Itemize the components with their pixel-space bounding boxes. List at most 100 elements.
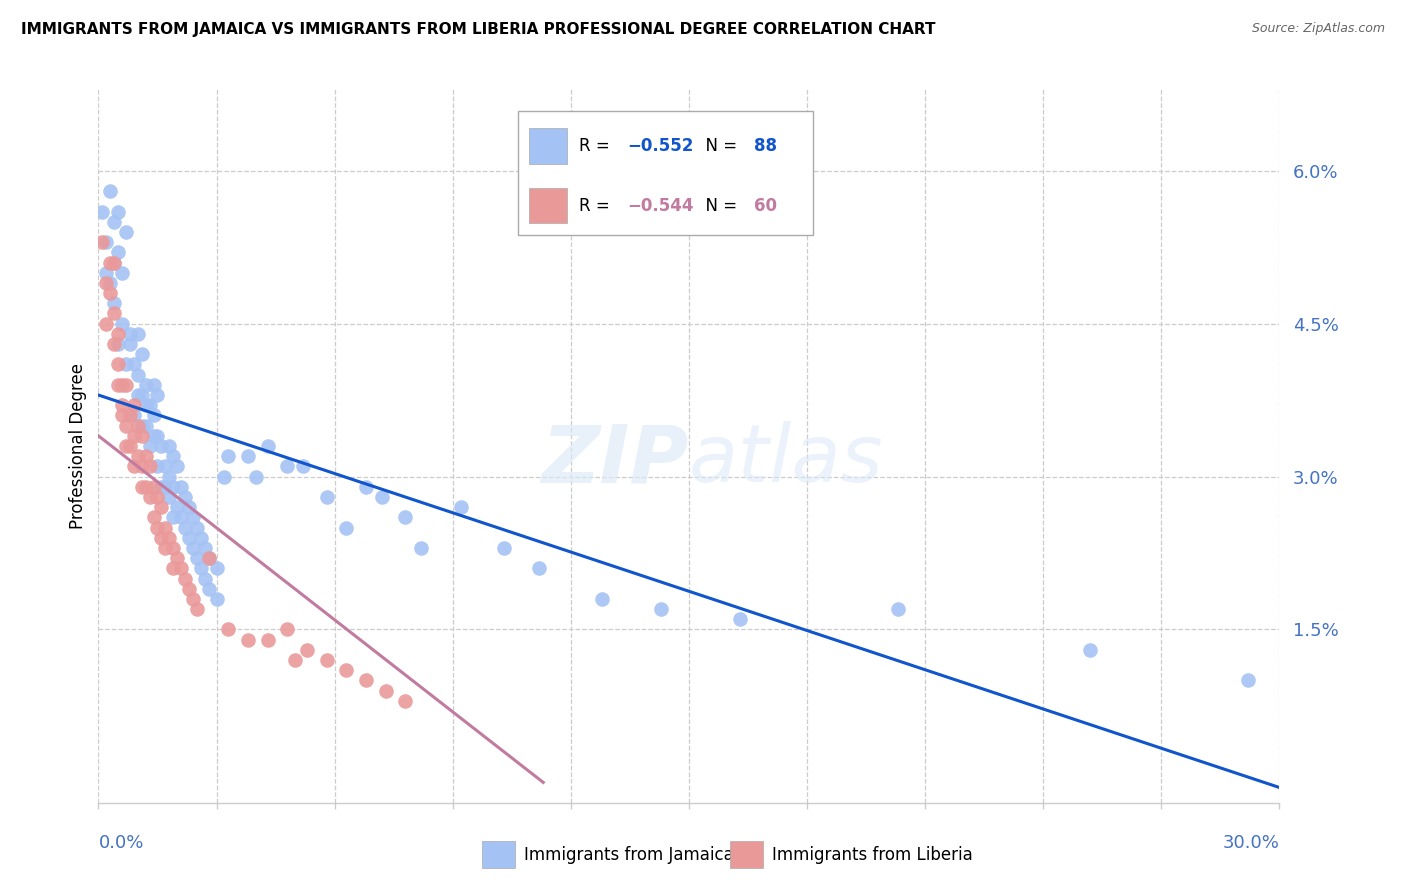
Text: −0.552: −0.552 xyxy=(627,137,695,155)
Point xyxy=(146,520,169,534)
Point xyxy=(146,388,169,402)
Point xyxy=(315,490,337,504)
Point xyxy=(135,398,157,412)
Point xyxy=(181,591,204,606)
FancyBboxPatch shape xyxy=(517,111,813,235)
Text: R =: R = xyxy=(579,137,614,155)
FancyBboxPatch shape xyxy=(530,128,567,164)
Point xyxy=(150,439,173,453)
Point xyxy=(194,572,217,586)
Point xyxy=(181,541,204,555)
Text: 88: 88 xyxy=(754,137,778,155)
Point xyxy=(131,480,153,494)
Point xyxy=(245,469,267,483)
Point xyxy=(174,572,197,586)
Point xyxy=(170,480,193,494)
Point xyxy=(162,480,184,494)
Point xyxy=(155,480,177,494)
Point xyxy=(103,255,125,269)
Point xyxy=(166,500,188,515)
Text: 30.0%: 30.0% xyxy=(1223,834,1279,852)
Point xyxy=(394,510,416,524)
Point xyxy=(157,469,180,483)
Point xyxy=(122,409,145,423)
Point xyxy=(138,490,160,504)
Point xyxy=(127,326,149,341)
Text: Immigrants from Jamaica: Immigrants from Jamaica xyxy=(523,846,734,863)
Text: N =: N = xyxy=(695,196,742,214)
Point xyxy=(138,459,160,474)
Point xyxy=(135,418,157,433)
Point xyxy=(155,520,177,534)
Point xyxy=(138,398,160,412)
Point xyxy=(276,459,298,474)
Point xyxy=(295,643,318,657)
Point xyxy=(205,591,228,606)
Point xyxy=(127,388,149,402)
Point xyxy=(354,673,377,688)
Point xyxy=(150,500,173,515)
Point xyxy=(157,531,180,545)
Point xyxy=(107,204,129,219)
Text: N =: N = xyxy=(695,137,742,155)
Point xyxy=(170,510,193,524)
Point xyxy=(186,520,208,534)
Point xyxy=(205,561,228,575)
Point xyxy=(197,551,219,566)
Point xyxy=(170,561,193,575)
Point xyxy=(107,326,129,341)
Point xyxy=(142,510,165,524)
Point xyxy=(292,459,315,474)
Point xyxy=(186,551,208,566)
Point xyxy=(256,439,278,453)
Point xyxy=(127,449,149,463)
Point xyxy=(111,398,134,412)
Point xyxy=(162,541,184,555)
Point xyxy=(131,418,153,433)
Point xyxy=(146,459,169,474)
Point xyxy=(155,541,177,555)
Point xyxy=(118,409,141,423)
Text: Immigrants from Liberia: Immigrants from Liberia xyxy=(772,846,973,863)
Point xyxy=(118,326,141,341)
Point xyxy=(135,480,157,494)
Point xyxy=(118,439,141,453)
Point xyxy=(122,429,145,443)
Point xyxy=(150,480,173,494)
Point xyxy=(214,469,236,483)
Point xyxy=(131,459,153,474)
Point xyxy=(122,358,145,372)
Point xyxy=(98,255,121,269)
Point xyxy=(135,449,157,463)
Text: ZIP: ZIP xyxy=(541,421,689,500)
Point xyxy=(107,337,129,351)
Point xyxy=(103,255,125,269)
Point xyxy=(1080,643,1102,657)
Point xyxy=(374,683,396,698)
Point xyxy=(284,653,307,667)
Point xyxy=(96,317,118,331)
Point xyxy=(728,612,751,626)
Point xyxy=(217,449,239,463)
Point xyxy=(174,490,197,504)
Point xyxy=(103,296,125,310)
FancyBboxPatch shape xyxy=(482,841,516,869)
Point xyxy=(394,694,416,708)
Point xyxy=(155,459,177,474)
Point xyxy=(650,602,672,616)
Text: IMMIGRANTS FROM JAMAICA VS IMMIGRANTS FROM LIBERIA PROFESSIONAL DEGREE CORRELATI: IMMIGRANTS FROM JAMAICA VS IMMIGRANTS FR… xyxy=(21,22,935,37)
Point xyxy=(162,510,184,524)
Y-axis label: Professional Degree: Professional Degree xyxy=(69,363,87,529)
Point xyxy=(115,418,138,433)
Point xyxy=(98,276,121,290)
Point xyxy=(315,653,337,667)
Point xyxy=(150,531,173,545)
Point xyxy=(335,520,357,534)
Point xyxy=(529,561,551,575)
Point xyxy=(190,561,212,575)
Point xyxy=(177,582,200,596)
Point xyxy=(162,449,184,463)
Point xyxy=(103,306,125,320)
Point xyxy=(276,623,298,637)
Point xyxy=(190,531,212,545)
